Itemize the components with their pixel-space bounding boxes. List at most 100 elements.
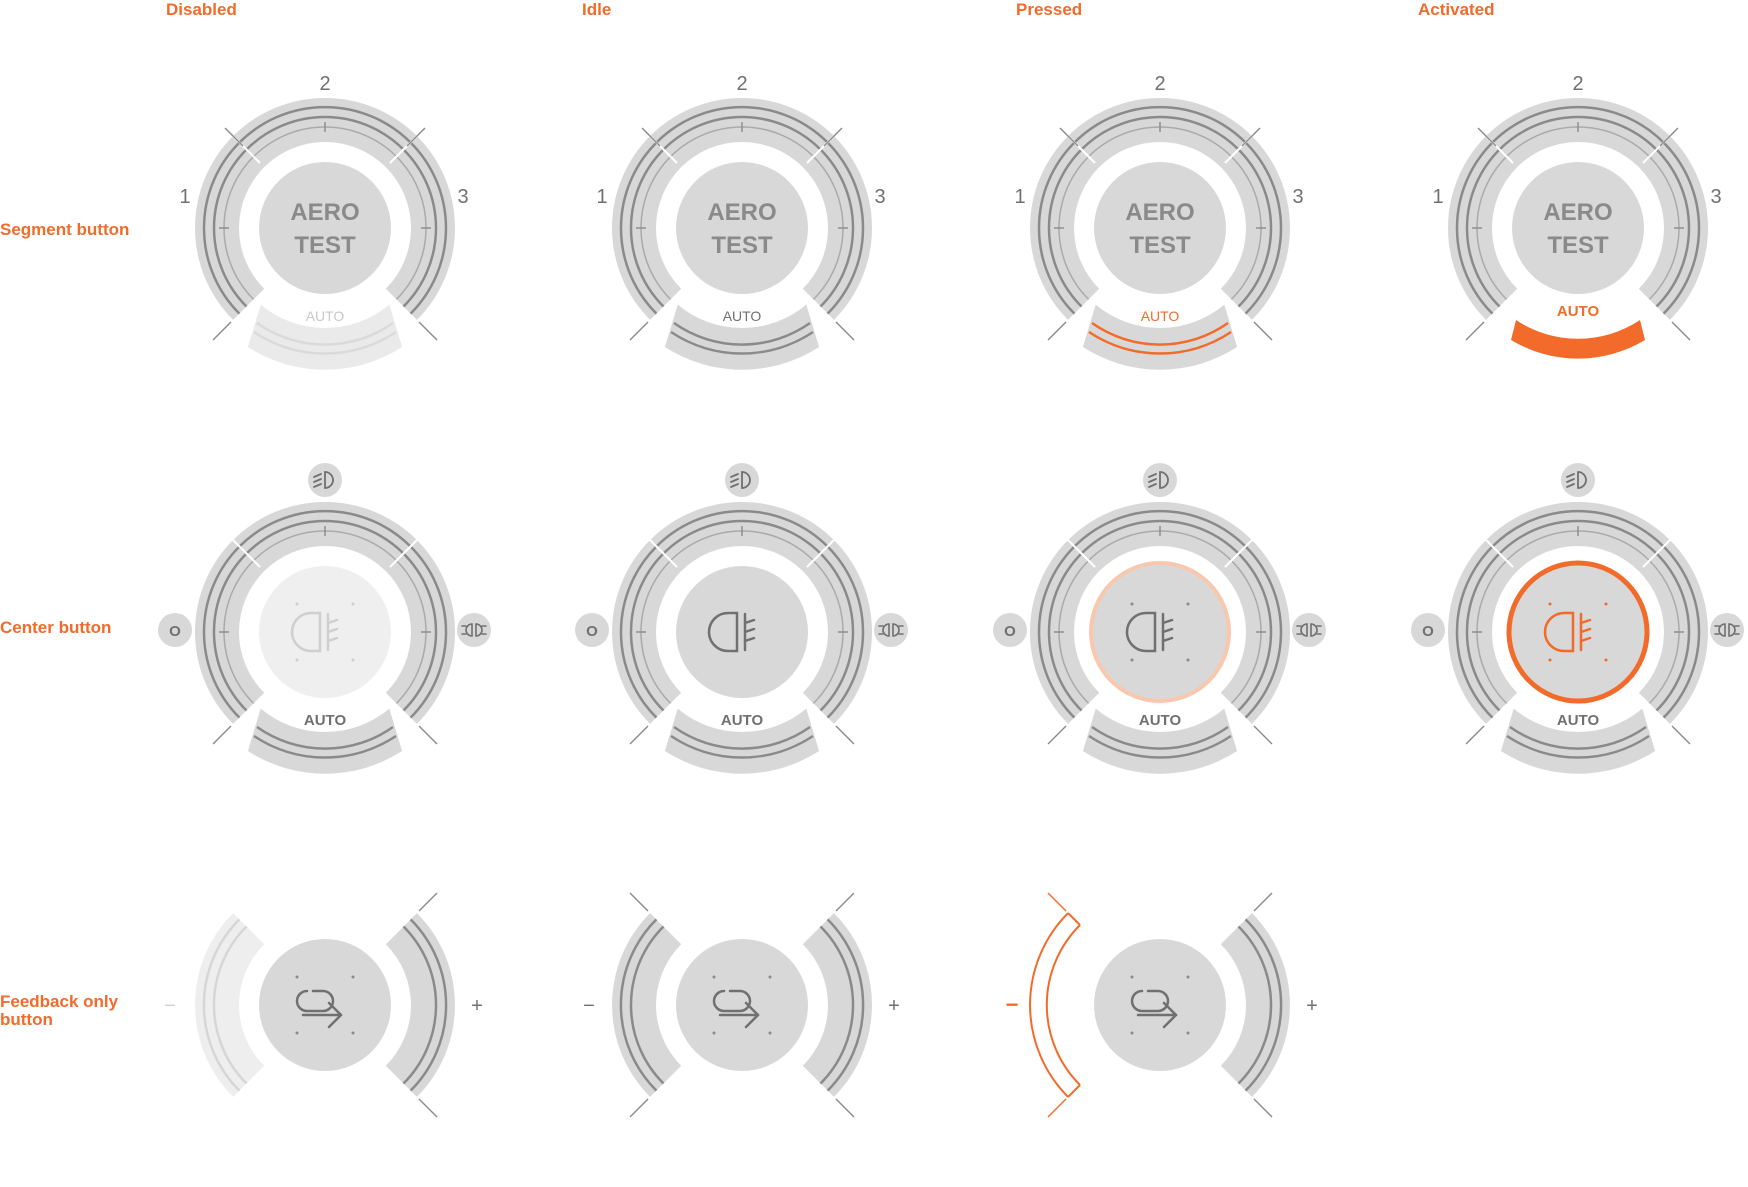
segment-label-2: 2 bbox=[1572, 73, 1583, 95]
feedback-button-pressed: − + bbox=[1006, 892, 1318, 1118]
segment-label-3: 3 bbox=[1292, 186, 1303, 208]
center-button-disabled: AUTO O bbox=[158, 463, 491, 774]
segment-ticks bbox=[212, 122, 438, 341]
auto-segment[interactable] bbox=[1500, 708, 1656, 774]
row-header-segment: Segment button bbox=[0, 220, 130, 239]
auto-label: AUTO bbox=[1139, 712, 1182, 729]
center-button[interactable] bbox=[1506, 560, 1650, 704]
segment-track[interactable] bbox=[1030, 97, 1290, 320]
auto-label: AUTO bbox=[1557, 303, 1600, 320]
column-header-pressed: Pressed bbox=[1016, 0, 1083, 19]
return-arrow-icon bbox=[295, 989, 343, 1029]
plus-segment[interactable] bbox=[802, 913, 872, 1097]
segment-track[interactable] bbox=[1448, 97, 1708, 320]
high-beam-icon bbox=[1148, 471, 1169, 489]
center-button[interactable] bbox=[676, 162, 808, 294]
row-header-feedback: Feedback only button bbox=[0, 993, 150, 1029]
center-button[interactable] bbox=[676, 939, 808, 1071]
minus-label: − bbox=[1006, 992, 1019, 1017]
rear-fog-light-icon bbox=[1125, 611, 1174, 653]
segment-label-1: 1 bbox=[1432, 186, 1443, 208]
segment-label-3: 3 bbox=[1710, 186, 1721, 208]
center-button[interactable] bbox=[1512, 162, 1644, 294]
center-button bbox=[259, 939, 391, 1071]
rear-fog-light-icon bbox=[1543, 611, 1592, 653]
segment-ticks bbox=[1047, 122, 1273, 341]
segment-button-disabled: AERO TEST 2 1 3 AUTO bbox=[179, 73, 469, 370]
high-beam-icon bbox=[730, 471, 751, 489]
center-button[interactable] bbox=[1094, 162, 1226, 294]
auto-label: AUTO bbox=[304, 712, 347, 729]
minus-label: − bbox=[583, 995, 595, 1017]
center-label-line1: AERO bbox=[1125, 199, 1194, 226]
segment-ticks bbox=[1465, 122, 1691, 341]
auto-label: AUTO bbox=[1557, 712, 1600, 729]
center-label-line2: TEST bbox=[1129, 232, 1191, 259]
auto-segment[interactable] bbox=[1082, 304, 1238, 370]
high-beam-icon bbox=[313, 471, 334, 489]
auto-segment[interactable] bbox=[1082, 708, 1238, 774]
minus-label: − bbox=[164, 995, 176, 1017]
segment-track[interactable] bbox=[1030, 501, 1290, 724]
segment-label-3: 3 bbox=[457, 186, 468, 208]
auto-segment[interactable] bbox=[664, 708, 820, 774]
segment-label-2: 2 bbox=[319, 73, 330, 95]
segment-track[interactable] bbox=[612, 501, 872, 724]
row-header-center: Center button bbox=[0, 618, 112, 637]
plus-label: + bbox=[1306, 995, 1318, 1017]
segment-track bbox=[194, 97, 455, 320]
segment-track[interactable] bbox=[1448, 501, 1708, 724]
rear-fog-light-icon bbox=[290, 611, 339, 653]
center-label-line2: TEST bbox=[294, 232, 356, 259]
segment-label-2: 2 bbox=[736, 73, 747, 95]
off-label: O bbox=[169, 623, 181, 640]
parking-light-icon bbox=[461, 623, 487, 637]
auto-label: AUTO bbox=[1141, 308, 1180, 324]
off-button[interactable] bbox=[575, 613, 609, 647]
row-header-feedback-line1: Feedback only bbox=[0, 992, 119, 1011]
segment-button-idle: AERO TEST 2 1 3 AUTO bbox=[596, 73, 886, 370]
off-label: O bbox=[1004, 623, 1016, 640]
parking-light-button bbox=[457, 613, 491, 647]
center-label-line2: TEST bbox=[1547, 232, 1609, 259]
parking-light-icon bbox=[1714, 623, 1740, 637]
center-button[interactable] bbox=[259, 162, 391, 294]
auto-segment bbox=[247, 708, 403, 774]
feedback-button-idle: − + bbox=[583, 892, 900, 1118]
parking-light-button[interactable] bbox=[874, 613, 908, 647]
auto-segment bbox=[247, 304, 403, 370]
column-header-idle: Idle bbox=[582, 0, 612, 19]
center-button-pressed: AUTO O bbox=[993, 463, 1326, 774]
segment-track bbox=[194, 501, 455, 724]
minus-segment-pressed[interactable] bbox=[1029, 912, 1081, 1098]
auto-segment-active[interactable] bbox=[1511, 320, 1645, 359]
off-label: O bbox=[586, 623, 598, 640]
segment-ticks bbox=[629, 122, 855, 341]
segment-track[interactable] bbox=[612, 97, 872, 320]
column-header-activated: Activated bbox=[1418, 0, 1495, 19]
column-header-disabled: Disabled bbox=[166, 0, 237, 19]
plus-label: + bbox=[471, 995, 483, 1017]
off-button[interactable] bbox=[993, 613, 1027, 647]
plus-segment[interactable] bbox=[1220, 913, 1290, 1097]
parking-light-button[interactable] bbox=[1710, 613, 1744, 647]
parking-light-button[interactable] bbox=[1292, 613, 1326, 647]
plus-label: + bbox=[888, 995, 900, 1017]
center-button[interactable] bbox=[1089, 561, 1231, 703]
auto-label: AUTO bbox=[306, 308, 345, 324]
rear-fog-light-icon bbox=[707, 611, 756, 653]
minus-segment bbox=[195, 913, 265, 1097]
auto-label: AUTO bbox=[723, 308, 762, 324]
center-button bbox=[259, 566, 391, 698]
feedback-button-disabled: − + bbox=[164, 892, 483, 1118]
off-button[interactable] bbox=[1411, 613, 1445, 647]
segment-label-1: 1 bbox=[179, 186, 190, 208]
off-label: O bbox=[1422, 623, 1434, 640]
segment-label-2: 2 bbox=[1154, 73, 1165, 95]
center-button[interactable] bbox=[676, 566, 808, 698]
high-beam-icon bbox=[1566, 471, 1587, 489]
auto-segment[interactable] bbox=[664, 304, 820, 370]
minus-segment[interactable] bbox=[612, 913, 682, 1097]
center-button[interactable] bbox=[1094, 939, 1226, 1071]
parking-light-icon bbox=[1296, 623, 1322, 637]
